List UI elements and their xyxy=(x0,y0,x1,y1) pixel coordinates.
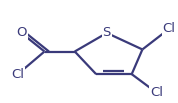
Text: O: O xyxy=(16,26,27,39)
Text: Cl: Cl xyxy=(163,22,176,35)
Text: S: S xyxy=(103,26,111,39)
Text: Cl: Cl xyxy=(11,68,24,81)
Text: Cl: Cl xyxy=(150,86,163,99)
